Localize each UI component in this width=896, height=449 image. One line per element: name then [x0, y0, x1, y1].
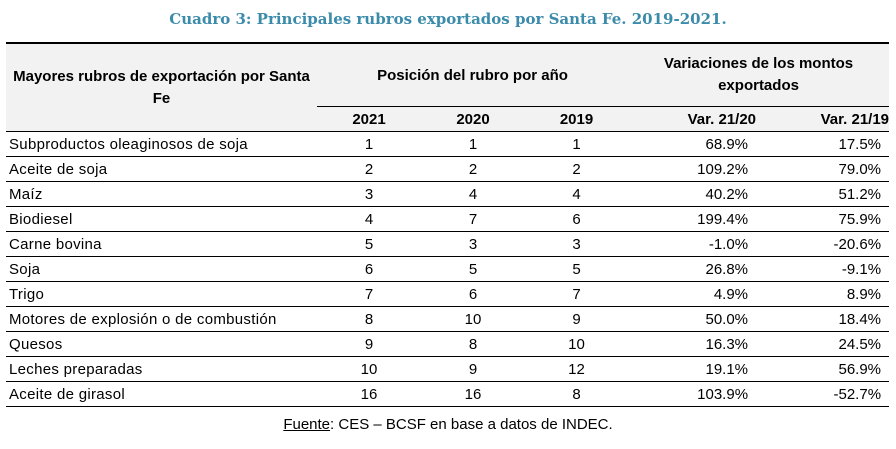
cell-position-2021: 8	[317, 306, 421, 332]
cell-var-21-20: 40.2%	[628, 181, 757, 207]
cell-rubro: Trigo	[6, 281, 317, 307]
cell-var-21-19: 51.2%	[756, 181, 890, 207]
table-row: Aceite de soja 2 2 2 109.2% 79.0%	[6, 156, 890, 182]
table-row: Subproductos oleaginosos de soja 1 1 1 68.9%…	[6, 131, 890, 157]
cell-position-2019: 7	[525, 281, 629, 307]
cell-var-21-19: 18.4%	[756, 306, 890, 332]
cell-var-21-20: 4.9%	[628, 281, 757, 307]
cell-var-21-19: 75.9%	[756, 206, 890, 232]
cell-position-2019: 8	[525, 381, 629, 407]
subheader-var-21-20: Var. 21/20	[628, 106, 757, 132]
cell-var-21-20: -1.0%	[628, 231, 757, 257]
cell-var-21-20: 19.1%	[628, 356, 757, 382]
cell-var-21-20: 68.9%	[628, 131, 757, 157]
cell-var-21-19: 17.5%	[756, 131, 890, 157]
cell-var-21-19: 24.5%	[756, 331, 890, 357]
cell-position-2020: 9	[421, 356, 525, 382]
table-row: Biodiesel 4 7 6 199.4% 75.9%	[6, 206, 890, 232]
cell-rubro: Subproductos oleaginosos de soja	[6, 131, 317, 157]
cell-position-2021: 10	[317, 356, 421, 382]
cell-position-2021: 4	[317, 206, 421, 232]
cell-rubro: Leches preparadas	[6, 356, 317, 382]
cell-position-2020: 16	[421, 381, 525, 407]
cell-position-2020: 3	[421, 231, 525, 257]
cell-position-2021: 16	[317, 381, 421, 407]
cell-var-21-20: 26.8%	[628, 256, 757, 282]
cell-position-2019: 3	[525, 231, 629, 257]
cell-var-21-20: 16.3%	[628, 331, 757, 357]
cell-position-2019: 6	[525, 206, 629, 232]
cell-position-2021: 2	[317, 156, 421, 182]
cell-position-2020: 2	[421, 156, 525, 182]
table-row: Aceite de girasol 16 16 8 103.9% -52.7%	[6, 381, 890, 407]
table-row: Maíz 3 4 4 40.2% 51.2%	[6, 181, 890, 207]
cell-var-21-20: 199.4%	[628, 206, 757, 232]
cell-position-2020: 6	[421, 281, 525, 307]
cell-position-2020: 5	[421, 256, 525, 282]
table-row: Quesos 9 8 10 16.3% 24.5%	[6, 331, 890, 357]
cell-position-2019: 12	[525, 356, 629, 382]
cell-position-2019: 5	[525, 256, 629, 282]
cell-rubro: Carne bovina	[6, 231, 317, 257]
cell-var-21-19: 56.9%	[756, 356, 890, 382]
source-footer: Fuente: CES – BCSF en base a datos de IN…	[0, 416, 896, 433]
subheader-var-21-19: Var. 21/19	[756, 106, 890, 132]
table-row: Motores de explosión o de combustión 8 10 9…	[6, 306, 890, 332]
cell-position-2021: 7	[317, 281, 421, 307]
table-row: Leches preparadas 10 9 12 19.1% 56.9%	[6, 356, 890, 382]
cell-position-2019: 4	[525, 181, 629, 207]
cell-position-2021: 5	[317, 231, 421, 257]
cell-var-21-19: 79.0%	[756, 156, 890, 182]
cell-position-2020: 8	[421, 331, 525, 357]
cell-var-21-19: -52.7%	[756, 381, 890, 407]
cell-var-21-19: 8.9%	[756, 281, 890, 307]
cell-rubro: Motores de explosión o de combustión	[6, 306, 317, 332]
cell-var-21-20: 109.2%	[628, 156, 757, 182]
cell-rubro: Quesos	[6, 331, 317, 357]
subheader-2020: 2020	[421, 106, 525, 132]
cell-position-2020: 4	[421, 181, 525, 207]
cell-position-2021: 1	[317, 131, 421, 157]
cell-position-2020: 10	[421, 306, 525, 332]
cell-rubro: Soja	[6, 256, 317, 282]
source-text: : CES – BCSF en base a datos de INDEC.	[330, 416, 613, 433]
cell-position-2019: 2	[525, 156, 629, 182]
cell-position-2021: 6	[317, 256, 421, 282]
cell-position-2019: 1	[525, 131, 629, 157]
cell-var-21-20: 103.9%	[628, 381, 757, 407]
cell-position-2019: 10	[525, 331, 629, 357]
table-row: Soja 6 5 5 26.8% -9.1%	[6, 256, 890, 282]
source-label: Fuente	[283, 416, 331, 433]
table-row: Trigo 7 6 7 4.9% 8.9%	[6, 281, 890, 307]
cell-rubro: Aceite de girasol	[6, 381, 317, 407]
cell-position-2021: 3	[317, 181, 421, 207]
table-body: Subproductos oleaginosos de soja 1 1 1 68.9%…	[6, 131, 890, 407]
exports-table: Mayores rubros de exportación por Santa …	[6, 42, 890, 407]
cell-var-21-19: -20.6%	[756, 231, 890, 257]
header-rubro: Mayores rubros de exportación por Santa …	[6, 42, 317, 132]
cell-var-21-20: 50.0%	[628, 306, 757, 332]
cell-position-2020: 1	[421, 131, 525, 157]
table-row: Carne bovina 5 3 3 -1.0% -20.6%	[6, 231, 890, 257]
cell-rubro: Biodiesel	[6, 206, 317, 232]
subheader-2021: 2021	[317, 106, 421, 132]
subheader-2019: 2019	[525, 106, 629, 132]
cell-position-2020: 7	[421, 206, 525, 232]
header-variations: Variaciones de los montos exportados	[628, 42, 890, 107]
cell-position-2021: 9	[317, 331, 421, 357]
header-position: Posición del rubro por año	[317, 42, 629, 107]
cell-position-2019: 9	[525, 306, 629, 332]
cell-rubro: Aceite de soja	[6, 156, 317, 182]
cell-rubro: Maíz	[6, 181, 317, 207]
cell-var-21-19: -9.1%	[756, 256, 890, 282]
table-title: Cuadro 3: Principales rubros exportados …	[169, 10, 727, 28]
